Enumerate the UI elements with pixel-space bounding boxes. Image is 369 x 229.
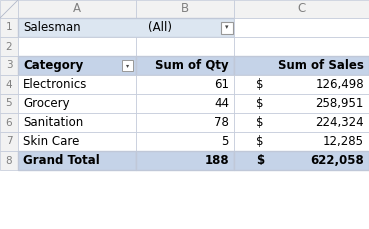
Bar <box>18 94 136 113</box>
Text: 78: 78 <box>214 116 229 129</box>
Bar <box>136 132 234 151</box>
Bar <box>0 94 18 113</box>
Text: 61: 61 <box>214 78 229 91</box>
Bar <box>18 37 136 56</box>
Text: $: $ <box>256 97 263 110</box>
Text: Grocery: Grocery <box>23 97 70 110</box>
Text: 258,951: 258,951 <box>315 97 364 110</box>
Bar <box>0 132 18 151</box>
Text: Salesman: Salesman <box>23 21 80 34</box>
Text: ▾: ▾ <box>225 25 229 30</box>
Bar <box>18 18 234 37</box>
Text: ▾: ▾ <box>126 63 129 68</box>
Bar <box>234 113 369 132</box>
Text: 2: 2 <box>6 41 12 52</box>
Bar <box>0 56 18 75</box>
Text: 1: 1 <box>6 22 12 33</box>
Text: 4: 4 <box>6 79 12 90</box>
Text: 188: 188 <box>204 154 229 167</box>
Text: $: $ <box>256 154 264 167</box>
Bar <box>136 151 234 170</box>
Bar <box>136 75 234 94</box>
Bar <box>234 94 369 113</box>
Text: $: $ <box>256 78 263 91</box>
Text: 44: 44 <box>214 97 229 110</box>
Text: A: A <box>73 3 81 16</box>
Bar <box>136 37 234 56</box>
Text: $: $ <box>256 135 263 148</box>
Bar <box>234 132 369 151</box>
Text: 126,498: 126,498 <box>315 78 364 91</box>
Bar <box>221 22 233 33</box>
Text: Skin Care: Skin Care <box>23 135 79 148</box>
Bar <box>136 94 234 113</box>
Bar <box>0 75 18 94</box>
Text: $: $ <box>256 116 263 129</box>
Bar <box>0 37 18 56</box>
Bar <box>18 151 136 170</box>
Text: Category: Category <box>23 59 83 72</box>
Bar <box>18 132 136 151</box>
Text: 5: 5 <box>222 135 229 148</box>
Bar <box>136 113 234 132</box>
Text: 5: 5 <box>6 98 12 109</box>
Text: 224,324: 224,324 <box>315 116 364 129</box>
Bar <box>234 75 369 94</box>
Bar <box>136 56 234 75</box>
Text: 12,285: 12,285 <box>323 135 364 148</box>
Text: (All): (All) <box>148 21 172 34</box>
Text: C: C <box>297 3 306 16</box>
Bar <box>18 0 136 18</box>
Text: Sum of Qty: Sum of Qty <box>155 59 229 72</box>
Text: Sanitation: Sanitation <box>23 116 83 129</box>
Bar <box>234 56 369 75</box>
Text: 3: 3 <box>6 60 12 71</box>
Text: B: B <box>181 3 189 16</box>
Bar <box>234 0 369 18</box>
Bar <box>0 113 18 132</box>
Bar <box>18 75 136 94</box>
Bar <box>234 151 369 170</box>
Bar <box>0 0 18 18</box>
Bar <box>136 0 234 18</box>
Text: Electronics: Electronics <box>23 78 87 91</box>
Bar <box>0 18 18 37</box>
Bar <box>234 18 369 37</box>
Text: 622,058: 622,058 <box>310 154 364 167</box>
Text: Sum of Sales: Sum of Sales <box>278 59 364 72</box>
Text: Grand Total: Grand Total <box>23 154 100 167</box>
Bar <box>122 60 133 71</box>
Bar <box>0 151 18 170</box>
Text: 7: 7 <box>6 136 12 147</box>
Bar <box>234 37 369 56</box>
Text: 6: 6 <box>6 117 12 128</box>
Text: 8: 8 <box>6 155 12 166</box>
Bar <box>18 113 136 132</box>
Bar <box>18 56 136 75</box>
